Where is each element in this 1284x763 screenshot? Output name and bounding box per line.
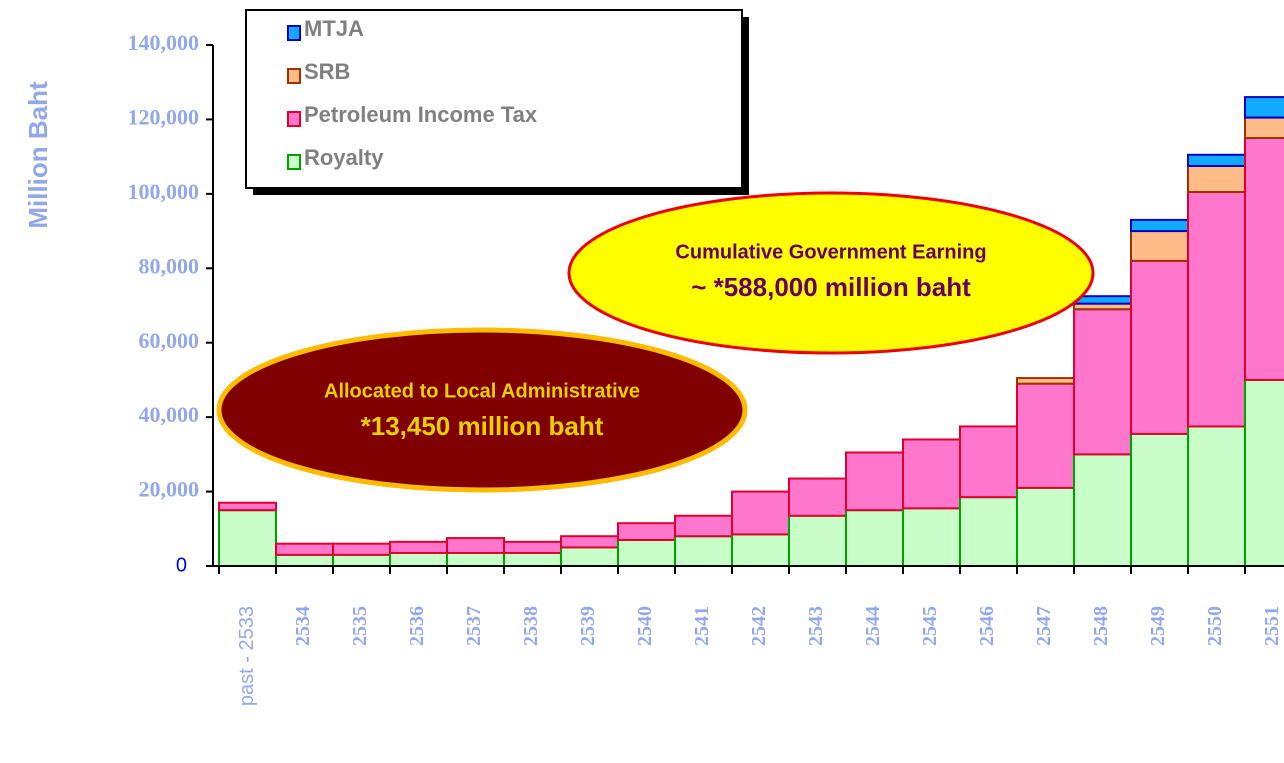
- x-tick-label: 2538: [520, 606, 542, 646]
- y-tick-label: 60,000: [139, 328, 200, 353]
- bar-segment: [902, 438, 961, 510]
- x-tick-label: past - 2533: [236, 606, 258, 706]
- x-tick-label: 2541: [691, 606, 713, 646]
- annotation-text: ~ *588,000 million baht: [691, 272, 971, 302]
- bar-segment: [674, 514, 733, 538]
- annotation-text: Allocated to Local Administrative: [324, 380, 640, 402]
- x-tick-label: 2540: [634, 606, 656, 646]
- x-tick-label: 2543: [805, 606, 827, 646]
- bar-segment: [1130, 259, 1189, 435]
- x-tick-label: 2546: [976, 606, 998, 646]
- y-axis-label: Million Baht: [23, 81, 53, 229]
- bar-segment: [845, 451, 904, 512]
- bar-segment: [332, 553, 391, 567]
- bar-segment: [731, 533, 790, 568]
- annotation-bubble: [567, 191, 1095, 355]
- bar-segment: [731, 490, 790, 536]
- x-tick-label: 2550: [1204, 606, 1226, 646]
- y-tick-label: 140,000: [128, 30, 200, 55]
- bar-segment: [1130, 432, 1189, 567]
- bar-segment: [617, 522, 676, 541]
- bar-segment: [1130, 230, 1189, 262]
- bar-segment: [1244, 96, 1284, 119]
- x-tick-label: 2548: [1090, 606, 1112, 646]
- x-tick-label: 2536: [406, 606, 428, 646]
- bar-segment: [788, 514, 847, 568]
- bar-segment: [1187, 164, 1246, 193]
- bar-segment: [1187, 425, 1246, 568]
- legend-swatch: [287, 111, 301, 127]
- x-tick-label: 2551: [1261, 606, 1283, 646]
- legend-label: SRB: [304, 59, 350, 84]
- bar-segment: [389, 551, 448, 567]
- annotation-text: *13,450 million baht: [361, 411, 604, 441]
- bar-segment: [275, 553, 334, 567]
- bar-segment: [446, 537, 505, 554]
- legend-swatch: [287, 25, 301, 41]
- bar-segment: [389, 540, 448, 554]
- bar-segment: [617, 538, 676, 568]
- y-tick-label: 20,000: [139, 477, 200, 502]
- bar-segment: [1244, 378, 1284, 567]
- x-tick-label: 2535: [349, 606, 371, 646]
- bar-segment: [446, 551, 505, 567]
- x-tick-label: 2545: [919, 606, 941, 646]
- x-tick-label: 2534: [292, 606, 314, 646]
- bar-segment: [959, 425, 1018, 499]
- bar-segment: [560, 546, 619, 568]
- bar-segment: [503, 551, 562, 567]
- bar-segment: [503, 540, 562, 554]
- legend-label: Petroleum Income Tax: [304, 102, 538, 127]
- legend-swatch: [287, 68, 301, 84]
- y-tick-label: 100,000: [128, 179, 200, 204]
- y-tick-label: 40,000: [139, 402, 200, 427]
- legend-label: Royalty: [304, 145, 384, 170]
- x-tick-label: 2547: [1033, 606, 1055, 646]
- bar-segment: [1130, 218, 1189, 233]
- y-tick-label: 120,000: [128, 104, 200, 129]
- legend-box: [245, 9, 743, 189]
- bar-segment: [218, 501, 277, 512]
- bar-segment: [1244, 116, 1284, 140]
- y-tick-label: 0: [176, 554, 187, 576]
- annotation-text: Cumulative Government Earning: [675, 241, 986, 263]
- x-tick-label: 2542: [748, 606, 770, 646]
- y-tick-label: 80,000: [139, 253, 200, 278]
- x-tick-label: 2544: [862, 606, 884, 646]
- bar-segment: [845, 509, 904, 567]
- bar-segment: [1073, 453, 1132, 568]
- bar-segment: [959, 496, 1018, 567]
- bar-segment: [1187, 153, 1246, 167]
- bar-segment: [902, 507, 961, 568]
- bar-segment: [674, 535, 733, 568]
- bar-segment: [560, 535, 619, 549]
- bar-segment: [218, 509, 277, 567]
- x-tick-label: 2549: [1147, 606, 1169, 646]
- bar-segment: [332, 542, 391, 556]
- annotation-bubble: [216, 327, 748, 493]
- bar-segment: [788, 477, 847, 517]
- bar-segment: [1016, 382, 1075, 489]
- x-tick-label: 2537: [463, 606, 485, 646]
- legend-label: MTJA: [304, 16, 364, 41]
- legend-swatch: [287, 154, 301, 170]
- bar-segment: [1244, 137, 1284, 381]
- bar-segment: [1187, 190, 1246, 428]
- bar-segment: [1073, 308, 1132, 456]
- bar-segment: [1016, 486, 1075, 568]
- x-tick-label: 2539: [577, 606, 599, 646]
- bar-segment: [1016, 377, 1075, 385]
- bar-segment: [275, 542, 334, 556]
